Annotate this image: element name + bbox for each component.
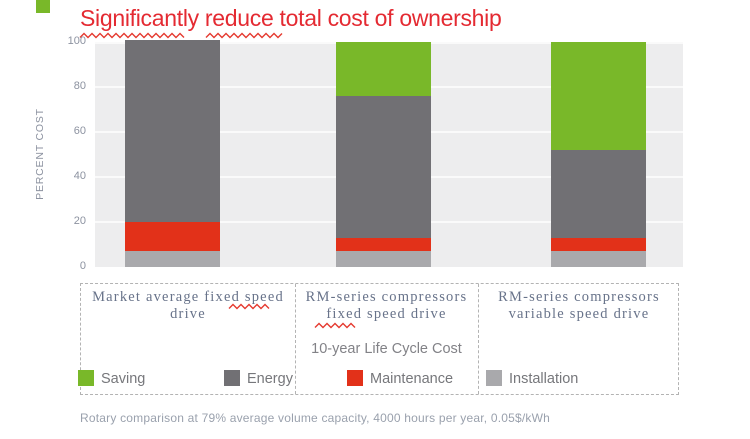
legend-label-saving: Saving <box>101 371 146 387</box>
y-tick-label: 100 <box>67 35 86 47</box>
category-label-rm-variable: RM-series compressors variable speed dri… <box>498 289 660 322</box>
y-tick-label: 80 <box>73 80 86 92</box>
legend-swatch-saving <box>78 370 94 386</box>
page-title: Significantly reduce total cost of owner… <box>80 5 502 31</box>
y-tick-label: 0 <box>79 260 86 272</box>
stacked-bar-rm-fixed <box>336 42 431 267</box>
spellcheck-squiggle-fixed-2 <box>314 322 356 329</box>
stacked-bar-market-average-fixed <box>125 39 220 267</box>
panel-divider <box>295 284 296 394</box>
stacked-bar-rm-variable <box>551 42 646 267</box>
bar-segment-installation <box>336 251 431 267</box>
panel-divider <box>478 284 479 394</box>
bar-segment-saving <box>336 42 431 96</box>
footnote: Rotary comparison at 79% average volume … <box>80 411 551 425</box>
bar-segment-energy <box>336 96 431 238</box>
spellcheck-squiggle-fixed-1 <box>228 303 270 310</box>
plot-area <box>95 39 683 267</box>
legend-swatch-maintenance <box>347 370 363 386</box>
y-tick-label: 20 <box>73 215 86 227</box>
spellcheck-squiggle-significantly <box>79 32 185 39</box>
legend-label-installation: Installation <box>509 371 579 387</box>
bar-segment-installation <box>551 251 646 267</box>
category-label-rm-fixed: RM-series compressors fixed speed drive <box>305 289 468 322</box>
legend-label-energy: Energy <box>247 371 293 387</box>
lifecycle-cost-caption: 10-year Life Cycle Cost <box>311 341 462 357</box>
bar-segment-energy <box>551 150 646 238</box>
bar-segment-installation <box>125 251 220 267</box>
legend-swatch-installation <box>486 370 502 386</box>
green-accent-mark <box>36 0 50 13</box>
y-tick-label: 60 <box>73 125 86 137</box>
category-label-market-average: Market average fixed speed drive <box>92 289 284 322</box>
bar-segment-saving <box>551 42 646 150</box>
bar-segment-maintenance <box>551 237 646 252</box>
bar-segment-maintenance <box>125 222 220 252</box>
category-panel: Market average fixed speed drive RM-seri… <box>80 283 679 395</box>
legend-label-maintenance: Maintenance <box>370 371 454 387</box>
y-tick-label: 40 <box>73 170 86 182</box>
y-axis-title: PERCENT COST <box>34 108 46 200</box>
bar-segment-maintenance <box>336 237 431 252</box>
bar-segment-energy <box>125 39 220 222</box>
legend-swatch-energy <box>224 370 240 386</box>
spellcheck-squiggle-reduce <box>205 32 283 39</box>
